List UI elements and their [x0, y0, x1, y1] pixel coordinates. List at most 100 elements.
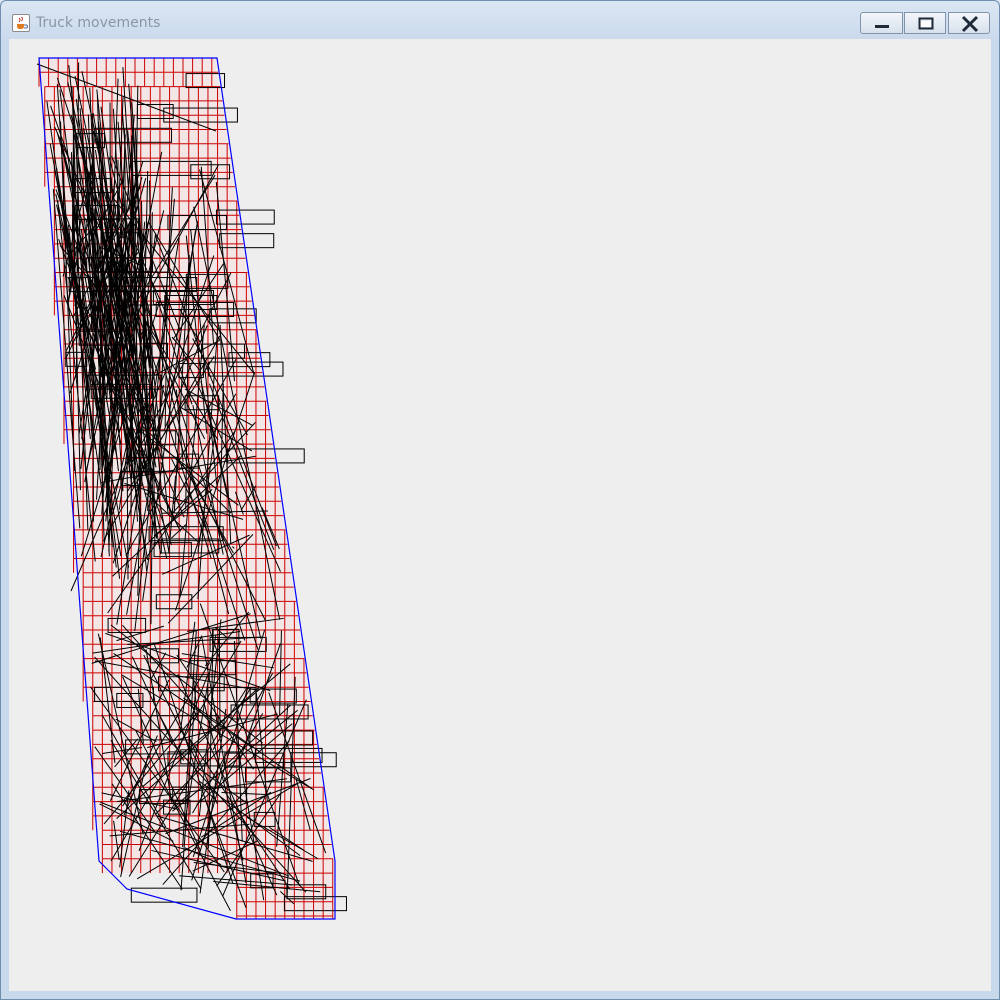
truck-path-segment [94, 203, 105, 397]
grid-row [83, 572, 292, 588]
truck-path-segment [192, 676, 199, 717]
truck-path-segment [219, 324, 232, 544]
block-outline [94, 127, 173, 143]
truck-path-segment [149, 180, 156, 547]
block-outline [87, 374, 162, 390]
minimize-button[interactable] [860, 12, 903, 34]
truck-path-segment [216, 792, 282, 887]
truck-path-segment [70, 370, 167, 592]
block-outline [190, 164, 231, 180]
truck-path-segment [99, 637, 116, 764]
truck-path-segment [114, 242, 246, 641]
truck-path-segment [151, 849, 286, 882]
truck-path-segment [60, 139, 150, 475]
close-button[interactable] [948, 12, 990, 34]
truck-path-segment [172, 393, 237, 504]
truck-path-segment [162, 740, 290, 885]
truck-path-segment [93, 130, 133, 296]
block-outline [125, 739, 191, 755]
truck-path-segment [94, 656, 307, 893]
block-outline [150, 715, 219, 731]
truck-path-segment [192, 405, 224, 555]
block-outline [283, 896, 347, 912]
truck-path-segment [181, 407, 253, 452]
truck-path-segment [279, 630, 282, 716]
truck-path-segment [134, 384, 164, 632]
truck-path-segment [129, 231, 281, 572]
truck-path-segment [102, 747, 143, 754]
truck-path-segment [128, 272, 232, 468]
truck-path-segment [99, 803, 174, 842]
truck-path-segment [72, 127, 76, 282]
truck-path-segment [131, 656, 173, 742]
truck-path-segment [193, 206, 281, 620]
truck-path-segment [113, 820, 120, 861]
truck-path-segment [56, 167, 122, 557]
truck-movements-canvas [36, 57, 347, 920]
truck-path-segment [246, 816, 319, 860]
truck-path-segment [213, 881, 321, 893]
truck-path-segment [71, 205, 118, 460]
truck-path-segment [135, 729, 231, 912]
title-bar[interactable]: Truck movements [1, 1, 999, 39]
truck-path-segment [145, 492, 199, 543]
truck-path-segment [143, 319, 206, 440]
truck-path-segment [75, 62, 80, 378]
window-title: Truck movements [36, 15, 161, 31]
truck-path-segment [112, 455, 242, 577]
block-outline [209, 636, 267, 652]
block-outline [228, 352, 271, 368]
maximize-button[interactable] [904, 12, 946, 34]
truck-path-segment [255, 692, 268, 802]
block-outline [249, 730, 314, 746]
truck-path-segment [116, 405, 181, 532]
truck-path-segment [122, 67, 144, 388]
truck-path-segment [150, 280, 193, 405]
block-outline [78, 330, 127, 346]
truck-path-segment [85, 326, 179, 527]
close-icon [961, 15, 979, 33]
truck-path-segment [190, 229, 218, 485]
block-outline [75, 133, 105, 149]
block-outline [121, 277, 198, 293]
block-outline [160, 538, 220, 554]
truck-path-segment [175, 371, 256, 611]
block-outline [185, 73, 226, 89]
truck-path-segment [100, 151, 163, 474]
block-outline [155, 301, 235, 317]
grid-row [44, 86, 221, 101]
truck-path-segment [119, 830, 301, 882]
truck-path-segment [154, 736, 233, 815]
block-outline [142, 342, 168, 358]
block-outline [178, 363, 204, 379]
truck-path-segment [68, 223, 97, 256]
block-outline [100, 218, 140, 234]
truck-path-segment [218, 628, 221, 739]
block-outline [155, 594, 193, 610]
block-outline [149, 648, 180, 664]
block-outline [253, 811, 276, 827]
truck-path-segment [109, 823, 250, 837]
truck-path-segment [232, 546, 235, 549]
block-outline [74, 204, 120, 220]
block-outline [167, 751, 241, 767]
truck-path-segment [177, 673, 278, 896]
block-outline [209, 308, 257, 324]
grid-row [73, 515, 284, 530]
truck-path-segment [101, 187, 141, 483]
truck-path-segment [119, 790, 130, 868]
truck-path-segment [91, 613, 251, 664]
block-outline [190, 660, 237, 676]
block-outline [219, 233, 275, 249]
truck-path-segment [187, 617, 284, 632]
truck-path-segment [192, 760, 225, 858]
truck-path-segment [103, 712, 198, 825]
block-outline [201, 343, 245, 359]
truck-path-segment [235, 734, 265, 901]
block-outline [74, 178, 112, 194]
truck-path-segment [208, 383, 275, 550]
truck-path-segment [134, 174, 216, 306]
block-outline [157, 676, 225, 692]
truck-path-segment [171, 336, 201, 372]
block-outline [148, 526, 224, 542]
